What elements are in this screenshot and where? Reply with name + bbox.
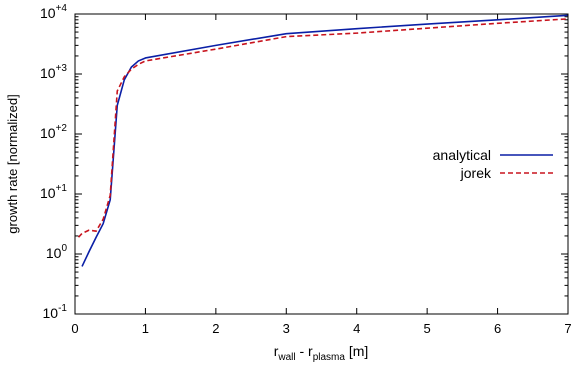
y-tick-label: 10+1: [40, 183, 67, 201]
y-tick-label: 10+2: [40, 123, 67, 141]
legend-label-analytical: analytical: [433, 147, 491, 163]
y-tick-label: 10+3: [40, 63, 67, 81]
x-tick-label: 0: [71, 321, 78, 336]
y-tick-label: 10-1: [43, 303, 68, 321]
x-tick-label: 5: [424, 321, 431, 336]
x-tick-label: 7: [564, 321, 571, 336]
legend: analytical jorek: [433, 147, 553, 181]
legend-label-jorek: jorek: [460, 165, 492, 181]
y-axis-label: growth rate [normalized]: [5, 94, 20, 233]
series-line-analytical: [81, 14, 569, 267]
plot-frame: [74, 13, 569, 315]
x-tick-label: 1: [142, 321, 149, 336]
x-tick-label: 2: [212, 321, 219, 336]
series-line-jorek: [77, 18, 569, 238]
y-tick-label: 100: [46, 243, 68, 261]
axis-ticks: [74, 13, 569, 315]
x-axis-label: rwall - rplasma [m]: [274, 343, 369, 363]
x-tick-label: 4: [353, 321, 360, 336]
tick-labels: 0 1 2 3 4 5 6 7 10-1 100 10+1 10+2 10+3 10+4: [40, 3, 571, 336]
series-lines: [77, 14, 569, 267]
x-tick-label: 6: [494, 321, 501, 336]
y-tick-label: 10+4: [40, 3, 67, 21]
x-tick-label: 3: [283, 321, 290, 336]
